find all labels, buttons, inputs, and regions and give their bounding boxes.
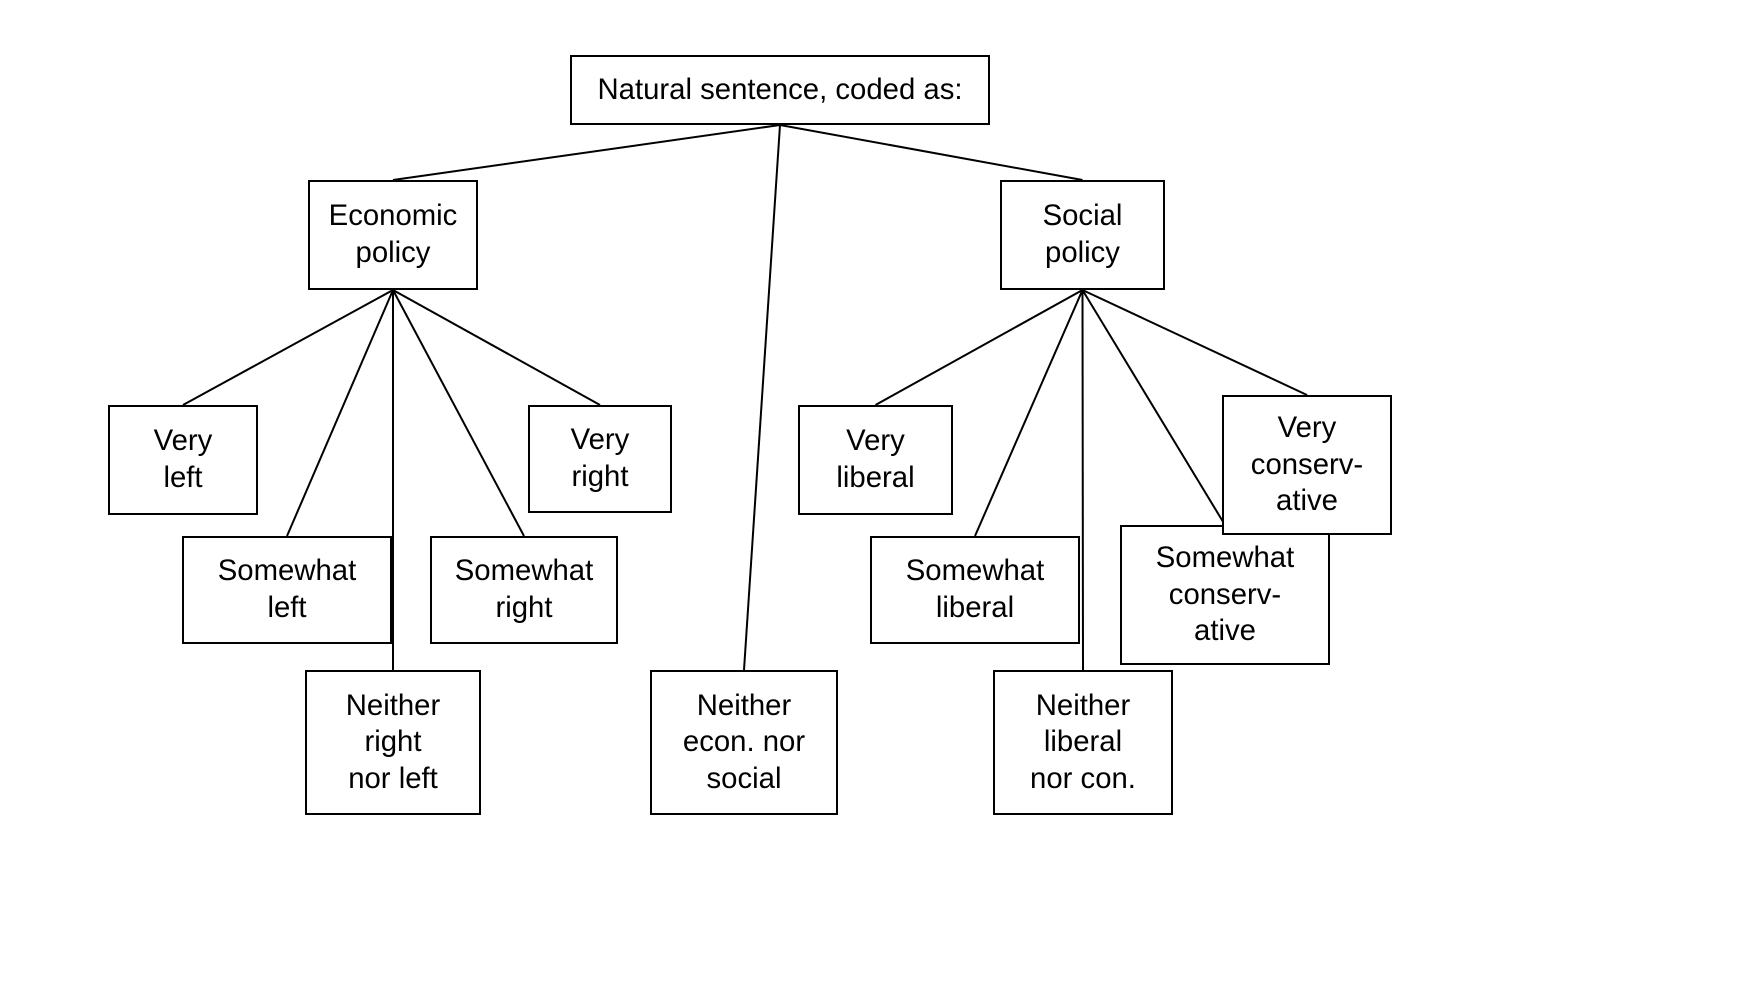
tree-edge	[975, 290, 1083, 536]
tree-node-econ-veryleft: Very left	[108, 405, 258, 515]
tree-node-soc-verycon: Very conserv- ative	[1222, 395, 1392, 535]
tree-node-label: Very liberal	[836, 423, 914, 496]
tree-node-soc: Social policy	[1000, 180, 1165, 290]
tree-node-label: Very conserv- ative	[1251, 410, 1363, 520]
tree-edge	[287, 290, 393, 536]
tree-node-root: Natural sentence, coded as:	[570, 55, 990, 125]
tree-edge	[744, 125, 780, 670]
tree-node-econ-someright: Somewhat right	[430, 536, 618, 644]
tree-node-econ-veryright: Very right	[528, 405, 672, 513]
diagram-canvas: Natural sentence, coded as: Economic poli…	[0, 0, 1764, 988]
tree-node-label: Very right	[571, 422, 630, 495]
tree-node-neither-es: Neither econ. nor social	[650, 670, 838, 815]
tree-node-label: Somewhat right	[455, 553, 594, 626]
tree-node-soc-somelib: Somewhat liberal	[870, 536, 1080, 644]
tree-node-label: Somewhat liberal	[906, 553, 1045, 626]
tree-node-soc-somecon: Somewhat conserv- ative	[1120, 525, 1330, 665]
tree-edge	[393, 290, 524, 536]
tree-node-label: Somewhat conserv- ative	[1156, 540, 1295, 650]
tree-node-econ-someleft: Somewhat left	[182, 536, 392, 644]
tree-edge	[183, 290, 393, 405]
tree-node-label: Neither right nor left	[346, 688, 441, 798]
tree-edge	[393, 290, 600, 405]
tree-node-label: Neither econ. nor social	[683, 688, 805, 798]
tree-node-label: Neither liberal nor con.	[1030, 688, 1136, 798]
tree-node-econ-neither: Neither right nor left	[305, 670, 481, 815]
tree-node-label: Very left	[154, 423, 213, 496]
tree-node-label: Social policy	[1043, 198, 1123, 271]
tree-edge	[393, 125, 780, 180]
tree-node-soc-neither: Neither liberal nor con.	[993, 670, 1173, 815]
tree-node-soc-verylib: Very liberal	[798, 405, 953, 515]
tree-node-label: Somewhat left	[218, 553, 357, 626]
tree-edge	[1083, 290, 1226, 525]
tree-node-label: Natural sentence, coded as:	[597, 72, 962, 109]
tree-edge	[1083, 290, 1084, 670]
tree-edge	[1083, 290, 1308, 395]
tree-edge	[876, 290, 1083, 405]
tree-edge	[780, 125, 1083, 180]
tree-node-label: Economic policy	[329, 198, 458, 271]
tree-node-econ: Economic policy	[308, 180, 478, 290]
